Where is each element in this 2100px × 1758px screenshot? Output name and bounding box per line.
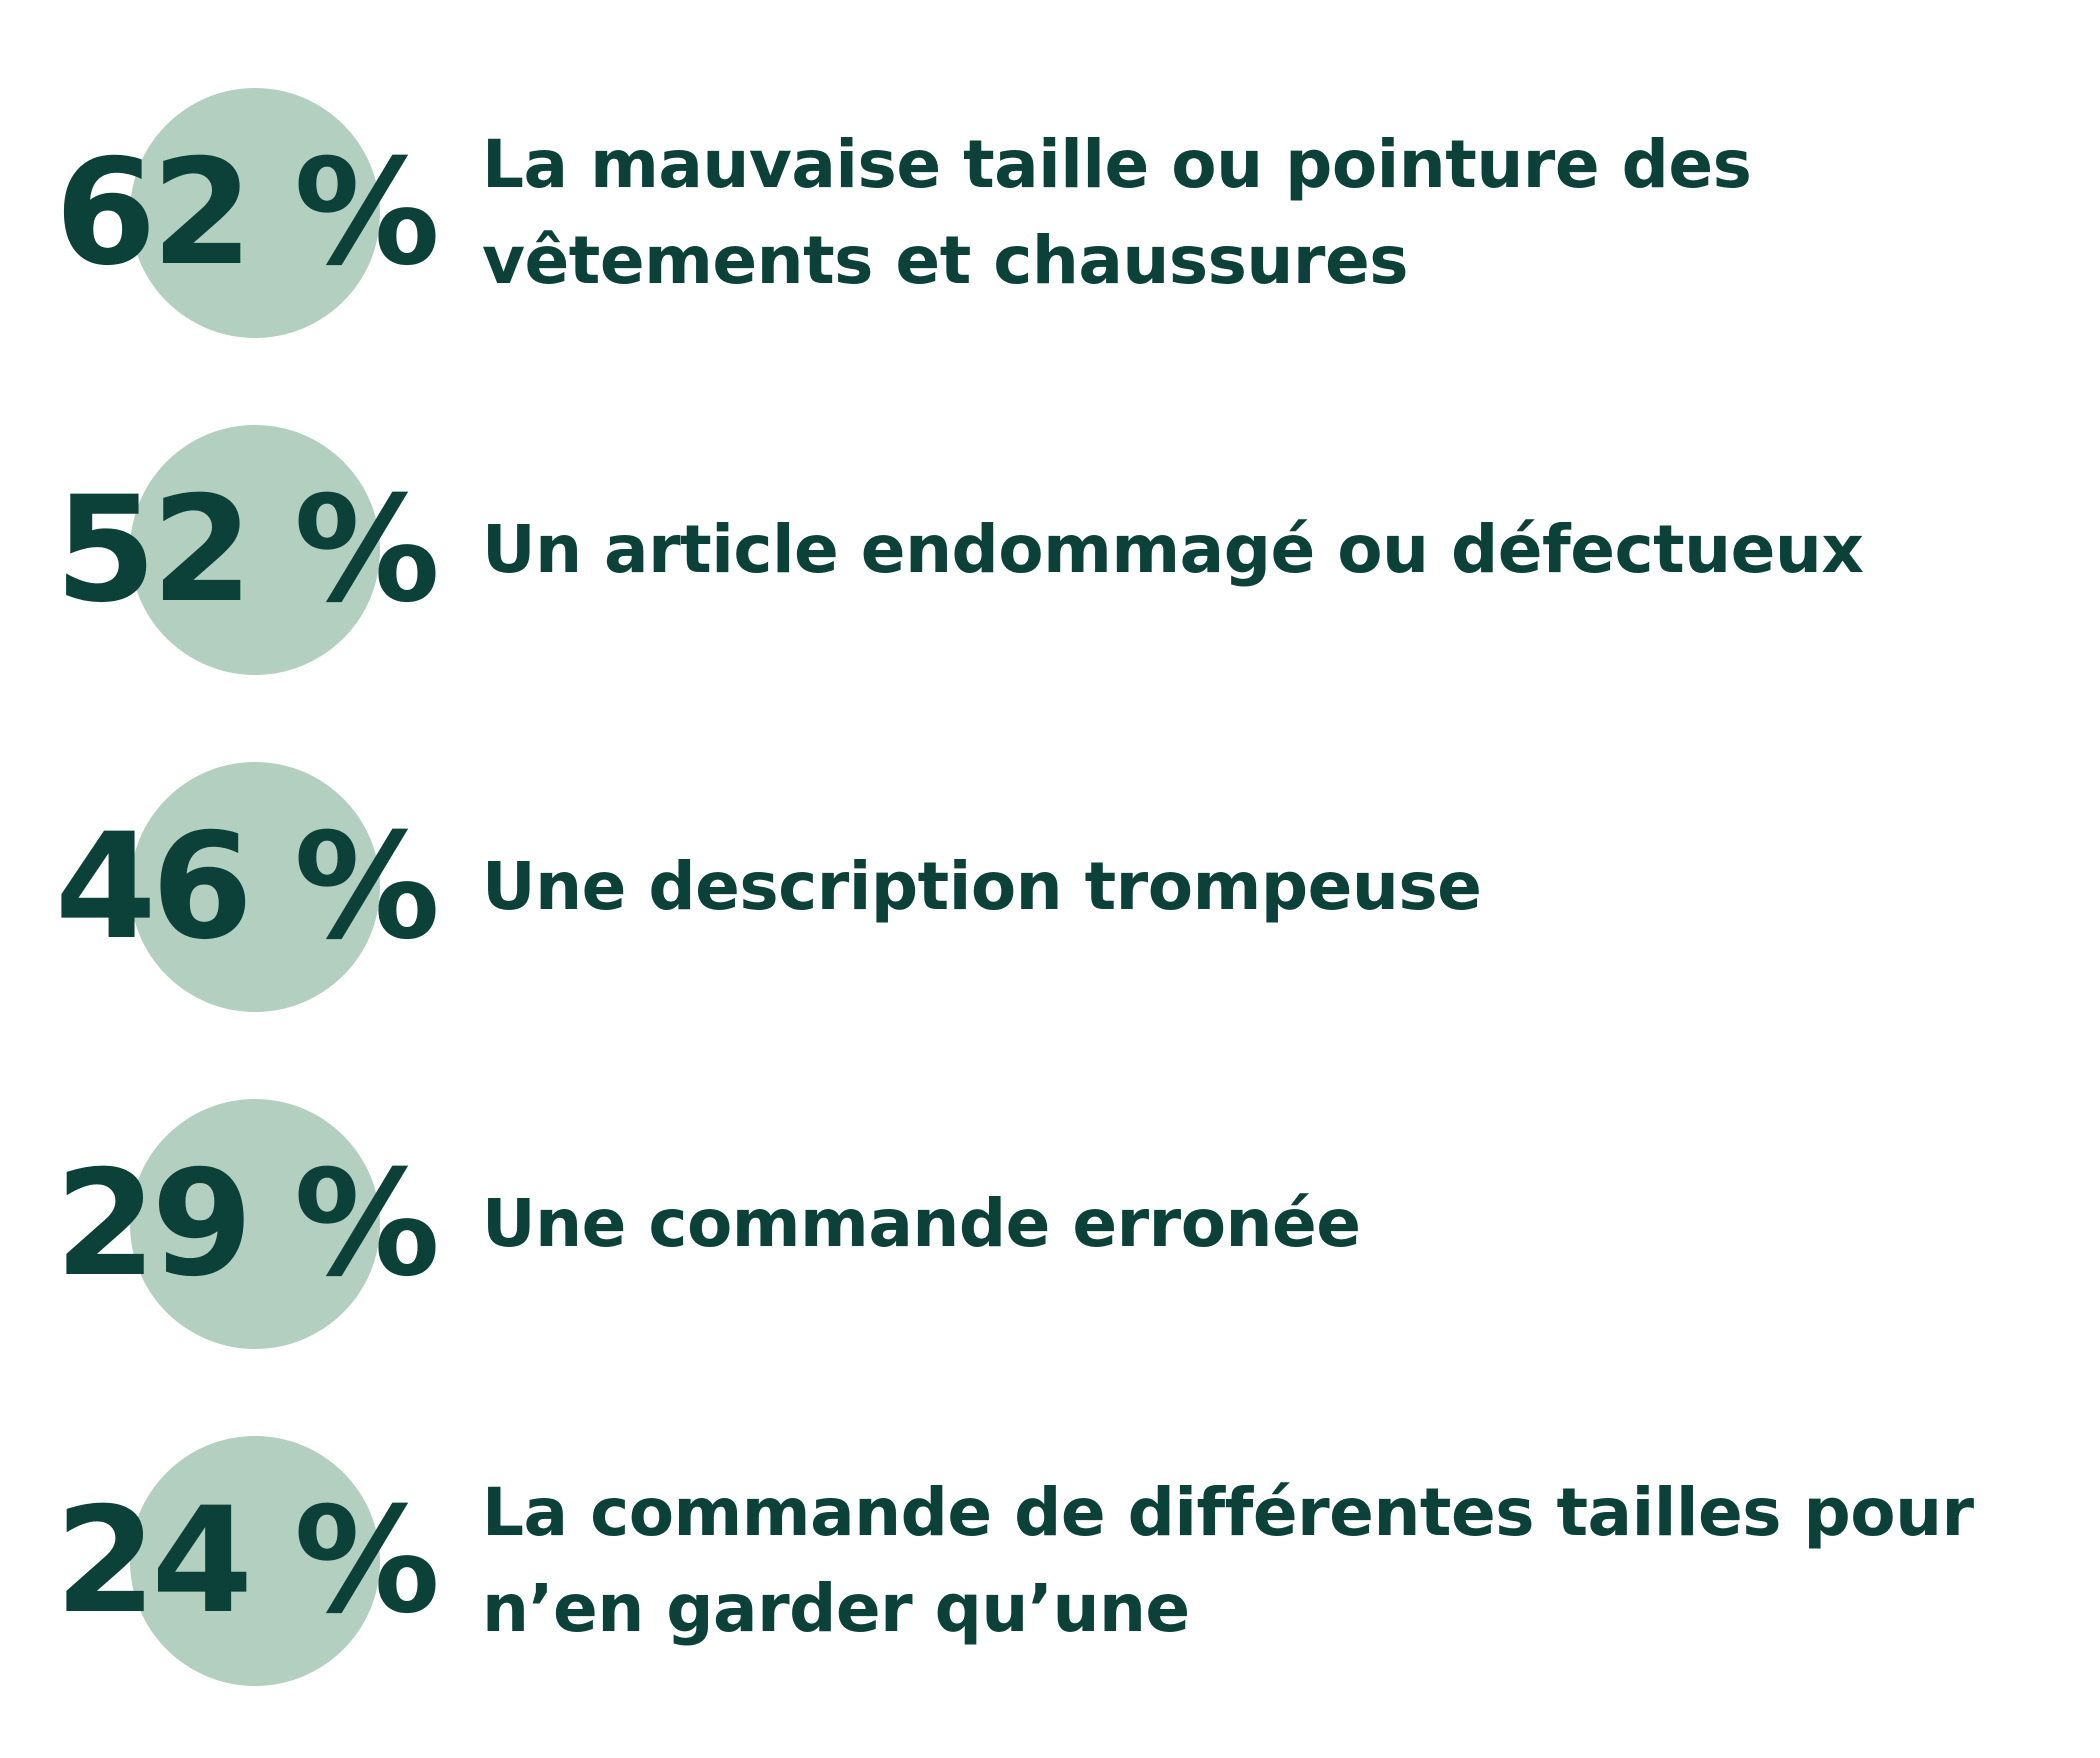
stat-item-46: 46 % Une description trompeuse (0, 757, 2100, 1017)
stat-label: Un article endommagé ou défectueux (482, 511, 1864, 588)
stat-item-52: 52 % Un article endommagé ou défectueux (0, 420, 2100, 680)
stat-item-29: 29 % Une commande erronée (0, 1094, 2100, 1354)
stat-percent: 62 % (54, 128, 440, 298)
stat-label: Une commande erronée (482, 1185, 1361, 1262)
stat-percent: 24 % (54, 1476, 440, 1646)
stat-circle (130, 1099, 380, 1349)
stat-percent: 29 % (54, 1139, 440, 1309)
stat-circle (130, 425, 380, 675)
stat-item-24: 24 % La commande de différentes tailles … (0, 1431, 2100, 1691)
stat-label: La commande de différentes tailles pour … (482, 1474, 1974, 1647)
stat-label: La mauvaise taille ou pointure des vêtem… (482, 126, 1752, 299)
stat-item-62: 62 % La mauvaise taille ou pointure des … (0, 83, 2100, 343)
stat-percent: 46 % (54, 802, 440, 972)
stat-circle (130, 762, 380, 1012)
stat-percent: 52 % (54, 465, 440, 635)
stat-circle (130, 88, 380, 338)
stat-label: Une description trompeuse (482, 848, 1482, 925)
stat-circle (130, 1436, 380, 1686)
